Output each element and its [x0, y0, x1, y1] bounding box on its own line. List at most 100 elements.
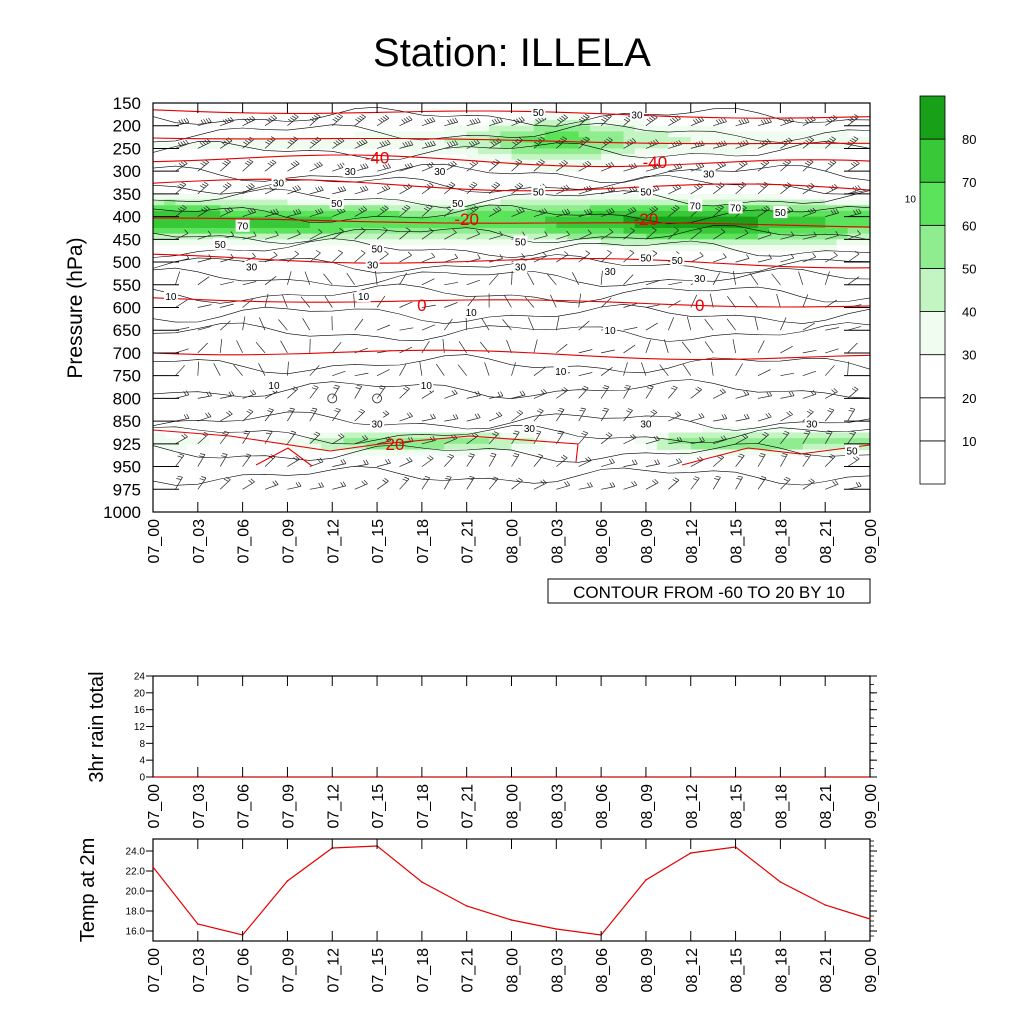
x-tick-label: 07_00	[146, 784, 163, 829]
humidity-fill-cell	[590, 160, 602, 166]
humidity-fill-cell	[691, 432, 703, 438]
humidity-fill-cell	[366, 205, 378, 211]
humidity-fill-cell	[321, 137, 333, 143]
humidity-fill-cell	[724, 444, 736, 450]
humidity-contour-label: 50	[331, 199, 343, 210]
x-tick-label: 08_09	[639, 948, 656, 993]
humidity-fill-cell	[713, 432, 725, 438]
wind-barb	[422, 92, 434, 103]
humidity-fill-cell	[792, 228, 804, 234]
wind-barb	[444, 94, 457, 104]
humidity-contour-label: 30	[806, 419, 818, 430]
humidity-fill-cell	[523, 217, 535, 223]
temp-data-point	[556, 928, 558, 930]
humidity-contour-label: 30	[515, 263, 527, 274]
humidity-fill-cell	[668, 131, 680, 137]
humidity-fill-cell	[792, 205, 804, 211]
colorbar-tick-label: 20	[962, 391, 976, 406]
x-tick-label: 07_09	[280, 784, 297, 829]
humidity-fill-cell	[590, 228, 602, 234]
humidity-fill-cell	[859, 205, 871, 211]
humidity-fill-cell	[343, 222, 355, 228]
temperature-contour-label: -20	[454, 210, 479, 229]
humidity-fill-cell	[747, 245, 759, 251]
humidity-fill-cell	[624, 200, 636, 206]
wind-barb	[512, 95, 526, 103]
humidity-fill-cell	[500, 126, 512, 132]
humidity-fill-cell	[321, 239, 333, 245]
humidity-fill-cell	[747, 239, 759, 245]
humidity-fill-cell	[489, 239, 501, 245]
humidity-fill-cell	[691, 194, 703, 200]
x-tick-label: 07_18	[415, 948, 432, 993]
humidity-fill-cell	[332, 222, 344, 228]
humidity-fill-cell	[444, 148, 456, 154]
humidity-fill-cell	[512, 131, 524, 137]
humidity-contour-label: 50	[533, 188, 545, 199]
humidity-fill-cell	[187, 217, 199, 223]
humidity-fill-cell	[713, 148, 725, 154]
humidity-fill-cell	[814, 217, 826, 223]
humidity-fill-cell	[175, 194, 187, 200]
humidity-fill-cell	[276, 228, 288, 234]
colorbar-swatch	[920, 312, 945, 355]
humidity-fill-cell	[534, 154, 546, 160]
humidity-fill-cell	[455, 444, 467, 450]
colorbar-swatch	[920, 225, 945, 268]
humidity-fill-cell	[646, 228, 658, 234]
wind-barb	[848, 94, 861, 104]
humidity-fill-cell	[500, 228, 512, 234]
humidity-fill-cell	[556, 154, 568, 160]
humidity-fill-cell	[287, 200, 299, 206]
colorbar-swatch	[920, 268, 945, 311]
humidity-fill-cell	[635, 245, 647, 251]
humidity-fill-cell	[153, 239, 165, 245]
humidity-fill-cell	[310, 200, 322, 206]
humidity-fill-cell	[769, 194, 781, 200]
humidity-fill-cell	[411, 222, 423, 228]
humidity-fill-cell	[556, 217, 568, 223]
humidity-fill-cell	[411, 211, 423, 217]
humidity-fill-cell	[467, 126, 479, 132]
temp-data-point	[287, 880, 289, 882]
x-tick-label: 08_06	[594, 784, 611, 829]
humidity-fill-cell	[836, 205, 848, 211]
humidity-fill-cell	[612, 200, 624, 206]
wind-barb	[624, 91, 635, 103]
humidity-fill-cell	[579, 239, 591, 245]
humidity-fill-cell	[814, 131, 826, 137]
humidity-fill-cell	[489, 217, 501, 223]
contour-info-label: CONTOUR FROM -60 TO 20 BY 10	[573, 583, 845, 602]
humidity-fill-cell	[691, 245, 703, 251]
humidity-contour-label: 50	[215, 240, 227, 251]
x-tick-label: 07_15	[370, 519, 387, 564]
humidity-fill-cell	[388, 205, 400, 211]
humidity-contour-label: 70	[690, 201, 702, 212]
humidity-fill-cell	[747, 194, 759, 200]
humidity-fill-cell	[724, 137, 736, 143]
temp-y-axis-label: Temp at 2m	[77, 838, 99, 942]
humidity-fill-cell	[534, 200, 546, 206]
humidity-fill-cell	[590, 239, 602, 245]
humidity-fill-cell	[769, 131, 781, 137]
humidity-fill-cell	[859, 137, 871, 143]
humidity-fill-cell	[455, 239, 467, 245]
humidity-fill-cell	[668, 228, 680, 234]
humidity-fill-cell	[310, 222, 322, 228]
humidity-contour-label: 30	[434, 167, 446, 178]
humidity-fill-cell	[411, 450, 423, 456]
colorbar-tick-label: 80	[962, 132, 976, 147]
humidity-fill-cell	[467, 131, 479, 137]
humidity-fill-cell	[299, 228, 311, 234]
humidity-fill-cell	[287, 143, 299, 149]
humidity-fill-cell	[635, 438, 647, 444]
humidity-fill-cell	[500, 154, 512, 160]
humidity-fill-cell	[545, 120, 557, 126]
humidity-fill-cell	[489, 211, 501, 217]
humidity-contour-label: 50	[672, 256, 684, 267]
humidity-fill-cell	[399, 222, 411, 228]
humidity-fill-cell	[534, 228, 546, 234]
humidity-fill-cell	[455, 438, 467, 444]
